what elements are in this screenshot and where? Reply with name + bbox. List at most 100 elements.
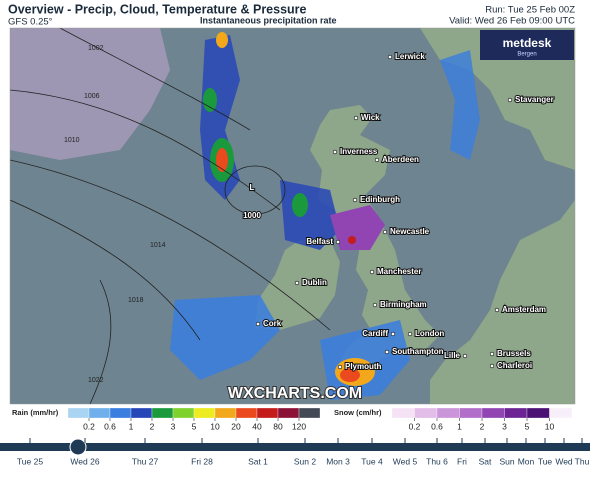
isobar bbox=[10, 159, 331, 331]
city-label: Cardiff bbox=[362, 329, 388, 338]
isobar-label: 1022 bbox=[88, 377, 104, 384]
isobar bbox=[59, 28, 251, 131]
city-label: Inverness bbox=[340, 147, 378, 156]
city-dot bbox=[489, 363, 495, 369]
snow-tick-label: 3 bbox=[502, 421, 507, 431]
isobar-label: 1014 bbox=[150, 242, 166, 249]
rain-tick-label: 20 bbox=[231, 421, 241, 431]
snow-swatch bbox=[504, 407, 528, 419]
city-label: Newcastle bbox=[390, 227, 430, 236]
rain-swatch bbox=[172, 407, 195, 419]
rain-swatch bbox=[256, 407, 279, 419]
rain-tick-label: 120 bbox=[292, 421, 306, 431]
snow-tick-label: 0.2 bbox=[409, 421, 421, 431]
rain-swatch bbox=[109, 407, 132, 419]
timeline-day[interactable]: Wed bbox=[555, 456, 573, 466]
timeline-day[interactable]: Wed 26 bbox=[70, 456, 99, 466]
rain-tick-label: 0.2 bbox=[83, 421, 95, 431]
city-label: Charleroi bbox=[497, 361, 532, 370]
logo-sub: Bergen bbox=[517, 52, 536, 58]
city-dot bbox=[353, 115, 359, 121]
snow-swatch bbox=[549, 407, 573, 419]
snow-tick-label: 5 bbox=[525, 421, 530, 431]
snow-swatch bbox=[526, 407, 550, 419]
city-dot bbox=[374, 157, 380, 163]
snow-tick-label: 0.6 bbox=[431, 421, 443, 431]
map: 1002 1006 1010 1014 1018 1022 L 1000 WXC… bbox=[9, 27, 576, 405]
city-label: Cork bbox=[263, 319, 282, 328]
city-dot bbox=[337, 364, 343, 370]
city-label: Amsterdam bbox=[502, 305, 546, 314]
timeline-day[interactable]: Thu 27 bbox=[132, 456, 159, 466]
legend: Rain (mm/hr) Snow (cm/hr) 0.2 0.6 1 2 3 5 10 20… bbox=[12, 407, 573, 431]
city-dot bbox=[387, 54, 393, 60]
timeline-handle[interactable] bbox=[69, 438, 87, 456]
snow-tick-label: 1 bbox=[457, 421, 462, 431]
rain-tick-label: 0.6 bbox=[104, 421, 116, 431]
city-label: Manchester bbox=[377, 267, 421, 276]
precip bbox=[292, 193, 308, 217]
precip bbox=[170, 295, 280, 380]
precip bbox=[348, 236, 356, 244]
isobar-label: 1018 bbox=[128, 297, 144, 304]
rain-tick-label: 2 bbox=[150, 421, 155, 431]
subtitle: Instantaneous precipitation rate bbox=[200, 15, 337, 25]
timeline-day[interactable]: Tue 4 bbox=[361, 456, 383, 466]
rain-swatch bbox=[214, 407, 237, 419]
rain-swatch bbox=[277, 407, 300, 419]
timeline: Tue 25 Wed 26 Thu 27 Fri 28 Sat 1 Sun 2 Mon 3 T… bbox=[0, 438, 590, 466]
city-dot bbox=[507, 97, 513, 103]
rain-swatch bbox=[130, 407, 153, 419]
rain-tick-label: 5 bbox=[192, 421, 197, 431]
precip bbox=[216, 32, 228, 48]
low-marker: L bbox=[250, 183, 255, 192]
snow bbox=[330, 205, 385, 250]
city-label: Edinburgh bbox=[360, 195, 400, 204]
timeline-day[interactable]: Thu 6 bbox=[426, 456, 448, 466]
rain-swatch bbox=[235, 407, 258, 419]
rain-tick-label: 3 bbox=[171, 421, 176, 431]
timeline-day[interactable]: Sun 2 bbox=[294, 456, 316, 466]
rain-swatch bbox=[88, 407, 111, 419]
rain-swatch bbox=[298, 407, 321, 419]
rain-swatch bbox=[193, 407, 216, 419]
timeline-day[interactable]: Mon 3 bbox=[326, 456, 350, 466]
city-dot bbox=[255, 321, 261, 327]
logo-box bbox=[480, 30, 574, 60]
city-label: London bbox=[415, 329, 444, 338]
snow-swatch bbox=[436, 407, 460, 419]
timeline-day[interactable]: Wed 5 bbox=[393, 456, 418, 466]
rain-tick-label: 10 bbox=[210, 421, 220, 431]
timeline-day[interactable]: Fri 28 bbox=[191, 456, 213, 466]
timeline-track[interactable] bbox=[0, 443, 590, 451]
isobar bbox=[10, 89, 281, 211]
snow-swatch bbox=[481, 407, 505, 419]
timeline-day[interactable]: Sat 1 bbox=[248, 456, 268, 466]
valid: Valid: Wed 26 Feb 09:00 UTC bbox=[449, 16, 575, 27]
watermark: WXCHARTS.COM bbox=[228, 385, 362, 402]
rain-swatch bbox=[151, 407, 174, 419]
snow-swatch bbox=[459, 407, 483, 419]
city-label: Lerwick bbox=[395, 52, 425, 61]
timeline-day[interactable]: Tue 25 bbox=[17, 456, 43, 466]
timeline-day[interactable]: Sat bbox=[479, 456, 492, 466]
city-label: Brussels bbox=[497, 349, 531, 358]
city-labels: Lerwick Stavanger Wick Inverness Aberdeen Edi… bbox=[255, 51, 555, 372]
timeline-day[interactable]: Mon bbox=[518, 456, 535, 466]
city-dot bbox=[390, 331, 396, 337]
cloud bbox=[10, 28, 170, 160]
rain-swatch bbox=[67, 407, 90, 419]
timeline-day[interactable]: Fri bbox=[457, 456, 467, 466]
isobar-label: 1006 bbox=[84, 93, 100, 100]
city-label: Southampton bbox=[392, 347, 444, 356]
timeline-day[interactable]: Thu bbox=[575, 456, 590, 466]
city-dot bbox=[382, 229, 388, 235]
rain-legend-title: Rain (mm/hr) bbox=[12, 408, 59, 417]
timeline-day[interactable]: Sun bbox=[499, 456, 514, 466]
snow-tick-label: 2 bbox=[480, 421, 485, 431]
city-dot bbox=[384, 349, 390, 355]
isobar bbox=[89, 279, 112, 404]
isobar bbox=[10, 199, 201, 341]
timeline-day[interactable]: Tue bbox=[538, 456, 553, 466]
